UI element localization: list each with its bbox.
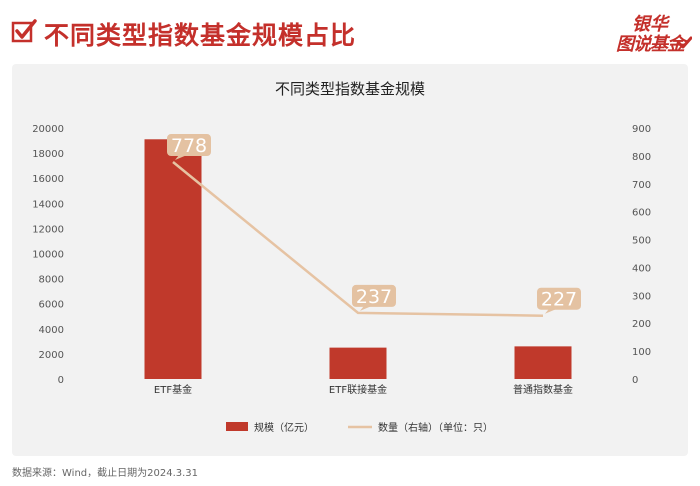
brand-logo: 银华 图说基金: [610, 8, 692, 56]
left-axis-tick-label: 4000: [39, 325, 64, 336]
left-axis-tick-label: 0: [58, 375, 64, 386]
right-axis-tick-label: 400: [632, 263, 651, 274]
bar: [329, 347, 387, 379]
logo-text-top: 银华: [632, 14, 668, 35]
logo-check-icon: [678, 36, 692, 49]
data-label-background: [167, 134, 211, 157]
left-axis-tick-label: 20000: [32, 124, 64, 135]
right-axis-tick-label: 100: [632, 347, 651, 358]
category-label: ETF基金: [154, 383, 192, 396]
legend-line-label: 数量（右轴）（单位：只）: [378, 421, 493, 434]
data-label-pointer: [175, 155, 187, 161]
legend-bar-label: 规模（亿元）: [254, 421, 314, 434]
right-axis-tick-label: 500: [632, 236, 651, 247]
left-axis-tick-label: 10000: [32, 250, 64, 261]
category-label: 普通指数基金: [513, 383, 573, 396]
left-axis-tick-label: 12000: [32, 224, 64, 235]
header: 不同类型指数基金规模占比 银华 图说基金: [0, 0, 700, 62]
bar: [144, 139, 202, 379]
right-axis-tick-label: 900: [632, 124, 651, 135]
checkbox-check-icon: [11, 19, 37, 43]
logo-text-bottom: 图说基金: [616, 34, 685, 55]
bar: [514, 346, 572, 379]
left-axis-tick-label: 16000: [32, 174, 64, 185]
right-axis-tick-label: 800: [632, 152, 651, 163]
left-axis-tick-label: 6000: [39, 300, 64, 311]
combo-chart: 不同类型指数基金规模020004000600080001000012000140…: [32, 80, 651, 434]
data-label: 778: [171, 135, 207, 157]
line-series: [172, 161, 544, 317]
data-label-pointer: [360, 305, 372, 311]
right-axis-tick-label: 600: [632, 208, 651, 219]
data-label: 237: [356, 286, 392, 308]
chart-panel: 不同类型指数基金规模 0 2000 4000 6000 8000 10000 12000 140…: [12, 64, 688, 456]
data-label: 227: [541, 289, 577, 311]
page-title: 不同类型指数基金规模占比: [44, 21, 357, 50]
data-source-note: 数据来源：Wind，截止日期为2024.3.31: [12, 468, 199, 479]
data-label-background: [537, 287, 581, 310]
data-label-pointer: [545, 308, 557, 314]
left-axis-tick-label: 18000: [32, 149, 64, 160]
right-axis-tick-label: 700: [632, 180, 651, 191]
category-label: ETF联接基金: [329, 383, 387, 396]
legend-bar-swatch: [226, 422, 248, 431]
right-axis-tick-label: 200: [632, 319, 651, 330]
left-axis-tick-label: 2000: [39, 350, 64, 361]
right-axis-tick-label: 0: [632, 375, 638, 386]
chart-title: 不同类型指数基金规模: [275, 80, 425, 98]
left-axis-tick-label: 14000: [32, 199, 64, 210]
left-axis-tick-label: 8000: [39, 275, 64, 286]
right-axis-tick-label: 300: [632, 291, 651, 302]
data-label-background: [352, 284, 396, 307]
